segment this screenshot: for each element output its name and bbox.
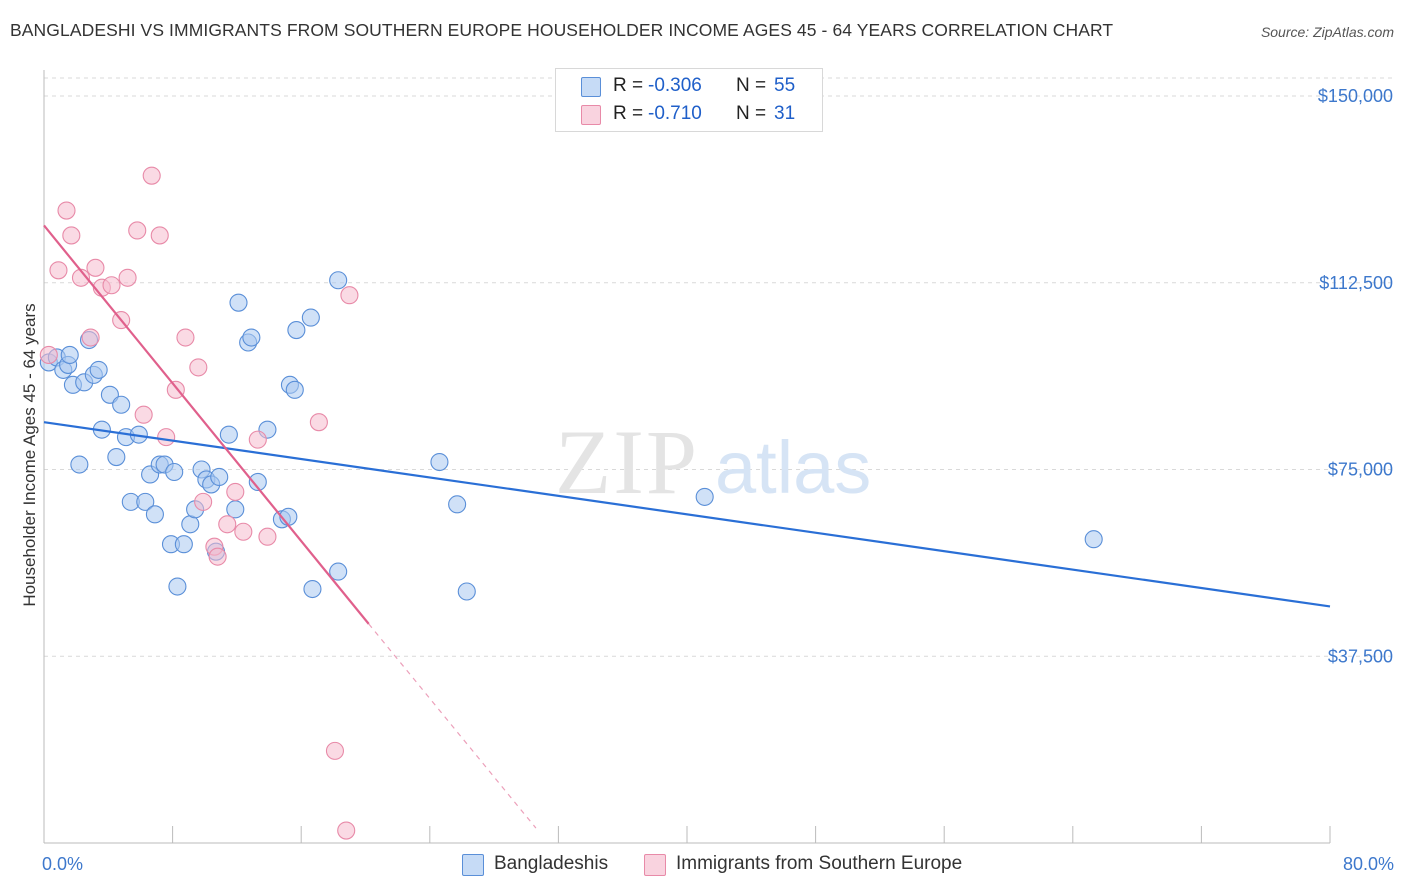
data-point-immigrant bbox=[150, 226, 169, 245]
legend-n-value: 55 bbox=[774, 75, 796, 96]
trend-line-immigrants bbox=[43, 224, 370, 625]
series-immigrants-southern-europe bbox=[39, 166, 359, 840]
data-point-bangladeshi bbox=[242, 328, 261, 347]
data-point-immigrant bbox=[86, 258, 105, 277]
data-point-immigrant bbox=[226, 482, 245, 501]
data-point-bangladeshi bbox=[329, 562, 348, 581]
legend-n-label: N = bbox=[736, 103, 767, 124]
trend-line-bangladeshis bbox=[43, 421, 1331, 608]
axes bbox=[43, 70, 1331, 844]
data-point-bangladeshi bbox=[226, 500, 245, 519]
data-point-bangladeshi bbox=[89, 360, 108, 379]
data-point-bangladeshi bbox=[70, 455, 89, 474]
data-point-bangladeshi bbox=[303, 579, 322, 599]
data-point-bangladeshi bbox=[695, 487, 714, 506]
data-point-immigrant bbox=[118, 268, 137, 287]
data-point-immigrant bbox=[142, 166, 161, 185]
series-bangladeshis bbox=[39, 271, 1103, 601]
legend-r-label: R = bbox=[613, 75, 644, 96]
data-point-immigrant bbox=[194, 492, 213, 511]
y-tick-labels: $150,000 $112,500 $75,000 $37,500 bbox=[1318, 86, 1393, 666]
data-point-immigrant bbox=[157, 428, 176, 447]
data-point-bangladeshi bbox=[285, 380, 304, 399]
data-point-bangladeshi bbox=[60, 345, 79, 365]
data-point-immigrant bbox=[248, 430, 267, 449]
data-point-bangladeshi bbox=[145, 505, 164, 524]
data-point-bangladeshi bbox=[248, 472, 267, 492]
legend-swatch-pink bbox=[644, 854, 666, 876]
data-point-immigrant bbox=[309, 413, 328, 432]
y-axis-label: Householder Income Ages 45 - 64 years bbox=[20, 303, 39, 606]
data-point-bangladeshi bbox=[112, 395, 131, 414]
y-tick-label: $150,000 bbox=[1318, 86, 1393, 106]
data-point-immigrant bbox=[49, 261, 68, 280]
legend-swatch-blue bbox=[581, 77, 601, 97]
data-point-bangladeshi bbox=[229, 293, 248, 312]
data-point-bangladeshi bbox=[430, 452, 449, 472]
legend-label: Bangladeshis bbox=[494, 853, 609, 874]
legend-row-immigrants: R = -0.710 N = 31 bbox=[556, 101, 822, 127]
data-point-bangladeshi bbox=[181, 515, 200, 534]
legend-n-value: 31 bbox=[774, 103, 796, 124]
x-tick-labels: 0.0% 80.0% bbox=[42, 854, 1394, 874]
data-point-bangladeshi bbox=[210, 467, 229, 487]
data-point-immigrant bbox=[134, 405, 153, 424]
x-tick-label: 80.0% bbox=[1343, 854, 1394, 874]
watermark-zip: ZIP bbox=[555, 411, 699, 513]
trend-line-extension bbox=[368, 623, 537, 829]
data-point-bangladeshi bbox=[136, 492, 155, 511]
data-point-immigrant bbox=[189, 358, 208, 377]
legend-n-label: N = bbox=[736, 75, 767, 96]
data-point-immigrant bbox=[258, 527, 277, 546]
data-point-immigrant bbox=[218, 515, 237, 534]
legend-row-bangladeshis: R = -0.306 N = 55 bbox=[556, 73, 822, 99]
data-point-bangladeshi bbox=[1084, 530, 1103, 549]
data-point-bangladeshi bbox=[287, 321, 306, 340]
data-point-immigrant bbox=[128, 221, 147, 240]
data-point-bangladeshi bbox=[448, 495, 467, 514]
watermark-atlas: atlas bbox=[715, 426, 871, 509]
data-point-bangladeshi bbox=[301, 308, 320, 327]
legend-swatch-pink bbox=[581, 105, 601, 125]
data-point-immigrant bbox=[39, 345, 58, 365]
source-credit: Source: ZipAtlas.com bbox=[1260, 24, 1394, 40]
data-point-bangladeshi bbox=[107, 447, 126, 467]
watermark: ZIP atlas bbox=[555, 411, 871, 513]
series-legend: Bangladeshis Immigrants from Southern Eu… bbox=[0, 852, 1406, 878]
data-point-bangladeshi bbox=[457, 582, 476, 601]
gridlines bbox=[44, 77, 1392, 657]
y-tick-label: $37,500 bbox=[1328, 646, 1393, 666]
data-point-bangladeshi bbox=[219, 425, 238, 444]
data-point-immigrant bbox=[337, 821, 356, 840]
data-point-immigrant bbox=[325, 741, 345, 760]
data-point-immigrant bbox=[208, 547, 227, 566]
legend-label: Immigrants from Southern Europe bbox=[676, 853, 963, 874]
legend-swatch-blue bbox=[462, 854, 484, 876]
stats-legend: R = -0.306 N = 55 R = -0.710 N = 31 bbox=[555, 68, 823, 132]
data-point-bangladeshi bbox=[165, 462, 184, 482]
legend-r-value: -0.710 bbox=[648, 103, 702, 124]
data-point-immigrant bbox=[176, 328, 195, 347]
legend-r-value: -0.306 bbox=[648, 75, 702, 96]
y-tick-label: $112,500 bbox=[1319, 273, 1393, 293]
data-point-immigrant bbox=[57, 201, 76, 220]
data-point-immigrant bbox=[340, 286, 359, 305]
data-point-immigrant bbox=[62, 226, 81, 245]
data-point-bangladeshi bbox=[168, 577, 187, 596]
data-point-bangladeshi bbox=[174, 535, 193, 554]
y-tick-label: $75,000 bbox=[1328, 460, 1393, 480]
legend-r-label: R = bbox=[613, 103, 644, 124]
data-point-immigrant bbox=[102, 276, 121, 295]
data-point-immigrant bbox=[81, 328, 100, 347]
trend-lines bbox=[43, 224, 1331, 829]
chart-title: BANGLADESHI VS IMMIGRANTS FROM SOUTHERN … bbox=[10, 20, 1114, 40]
data-point-bangladeshi bbox=[329, 271, 348, 290]
x-tick-label: 0.0% bbox=[42, 854, 83, 874]
data-point-immigrant bbox=[234, 522, 253, 541]
